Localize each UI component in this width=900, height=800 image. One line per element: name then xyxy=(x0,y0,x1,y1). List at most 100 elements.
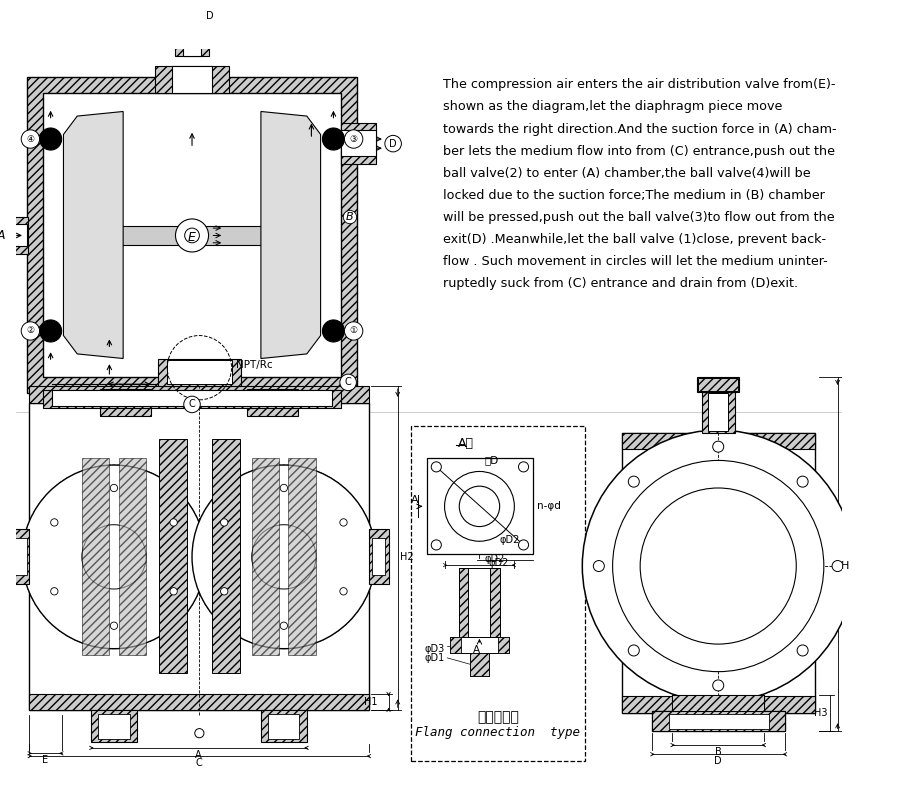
Circle shape xyxy=(252,525,316,589)
Bar xyxy=(622,433,814,713)
Circle shape xyxy=(518,462,528,472)
Bar xyxy=(252,458,279,655)
Text: ruptedly suck from (C) entrance and drain from (D)exit.: ruptedly suck from (C) entrance and drai… xyxy=(443,277,797,290)
Circle shape xyxy=(797,476,808,487)
Circle shape xyxy=(431,462,441,472)
Text: C: C xyxy=(189,399,195,410)
Bar xyxy=(30,386,369,402)
Bar xyxy=(459,568,500,637)
Bar xyxy=(698,378,738,390)
Bar xyxy=(5,217,28,254)
Bar xyxy=(27,77,357,394)
Circle shape xyxy=(82,525,146,589)
Text: NPT/Rc: NPT/Rc xyxy=(236,360,273,370)
Text: will be pressed,push out the ball valve(3)to flow out from the: will be pressed,push out the ball valve(… xyxy=(443,210,834,224)
Bar xyxy=(176,30,209,56)
Bar xyxy=(248,389,298,416)
Circle shape xyxy=(220,518,228,526)
Circle shape xyxy=(194,729,204,738)
Circle shape xyxy=(340,588,347,595)
Bar xyxy=(82,458,110,655)
Circle shape xyxy=(445,471,515,542)
Bar xyxy=(172,66,212,93)
Bar xyxy=(450,637,461,654)
Text: towards the right direction.And the suction force in (A) cham-: towards the right direction.And the suct… xyxy=(443,122,836,135)
Circle shape xyxy=(192,465,375,649)
Circle shape xyxy=(170,588,177,595)
Bar xyxy=(450,637,508,654)
Circle shape xyxy=(582,430,854,702)
Bar xyxy=(119,226,266,245)
Bar xyxy=(167,360,231,384)
Bar xyxy=(212,439,239,674)
Text: A: A xyxy=(473,645,481,655)
Circle shape xyxy=(340,374,356,390)
Bar xyxy=(119,458,146,655)
Circle shape xyxy=(40,320,61,342)
Circle shape xyxy=(111,484,118,492)
Polygon shape xyxy=(261,111,320,358)
Circle shape xyxy=(345,322,363,340)
Circle shape xyxy=(459,486,500,526)
Circle shape xyxy=(593,561,604,571)
Circle shape xyxy=(322,320,345,342)
Circle shape xyxy=(170,518,177,526)
Bar xyxy=(268,714,300,738)
Bar xyxy=(702,391,734,433)
Bar xyxy=(30,694,369,710)
Bar xyxy=(428,458,533,554)
Bar xyxy=(498,637,508,654)
Circle shape xyxy=(431,540,441,550)
Bar xyxy=(672,694,764,711)
Text: E: E xyxy=(42,755,49,766)
Text: φD2: φD2 xyxy=(489,558,509,568)
Bar xyxy=(372,538,385,575)
Bar xyxy=(288,458,316,655)
Bar xyxy=(622,433,814,450)
Circle shape xyxy=(22,322,40,340)
Circle shape xyxy=(280,484,287,492)
Circle shape xyxy=(713,441,724,452)
Circle shape xyxy=(832,561,843,571)
Text: D: D xyxy=(206,11,213,21)
Text: H3: H3 xyxy=(814,708,827,718)
Circle shape xyxy=(184,396,201,413)
Bar xyxy=(9,530,30,585)
Text: φD3: φD3 xyxy=(425,644,445,654)
Text: Flang connection  type: Flang connection type xyxy=(415,726,580,738)
Text: The compression air enters the air distribution valve from(E)-: The compression air enters the air distr… xyxy=(443,78,835,91)
Text: A: A xyxy=(0,229,5,242)
Text: 方D: 方D xyxy=(484,455,499,465)
Circle shape xyxy=(713,680,724,691)
Text: φD1: φD1 xyxy=(425,653,445,663)
Bar xyxy=(52,390,331,406)
Text: ④: ④ xyxy=(26,134,34,143)
Text: C: C xyxy=(345,378,352,387)
Bar xyxy=(708,394,728,431)
Circle shape xyxy=(797,645,808,656)
Bar xyxy=(30,402,369,710)
Circle shape xyxy=(518,540,528,550)
Circle shape xyxy=(345,130,363,148)
Bar xyxy=(156,66,229,93)
Text: ①: ① xyxy=(349,326,357,335)
Text: A向: A向 xyxy=(458,437,473,450)
Text: φD2: φD2 xyxy=(500,535,520,546)
Bar xyxy=(369,530,390,585)
Circle shape xyxy=(111,622,118,630)
Bar xyxy=(91,710,137,742)
Circle shape xyxy=(184,228,200,242)
Bar xyxy=(43,93,341,377)
Circle shape xyxy=(628,476,639,487)
Text: D: D xyxy=(390,138,397,149)
Text: ber lets the medium flow into from (C) entrance,push out the: ber lets the medium flow into from (C) e… xyxy=(443,145,834,158)
Circle shape xyxy=(202,8,218,24)
Bar xyxy=(261,710,307,742)
Text: B: B xyxy=(715,747,722,757)
Text: φD2: φD2 xyxy=(484,554,504,564)
Circle shape xyxy=(22,130,40,148)
Circle shape xyxy=(40,128,61,150)
Bar xyxy=(622,697,814,713)
Circle shape xyxy=(628,645,639,656)
Bar xyxy=(14,538,27,575)
